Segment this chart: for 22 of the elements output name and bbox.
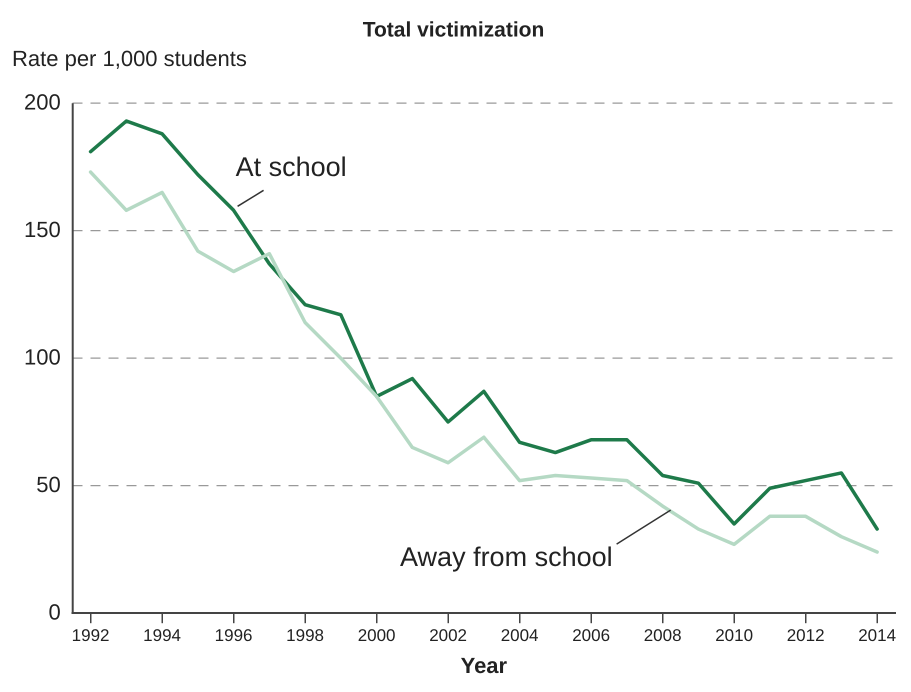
x-tick-label: 2006 bbox=[572, 626, 610, 646]
x-tick-label: 2004 bbox=[500, 626, 539, 646]
x-tick-label: 2014 bbox=[858, 626, 896, 646]
x-tick-label: 1996 bbox=[214, 626, 253, 646]
series-label: At school bbox=[236, 151, 347, 184]
y-tick-label: 200 bbox=[24, 89, 61, 114]
y-tick-label: 100 bbox=[24, 344, 61, 370]
x-tick-label: 2008 bbox=[644, 626, 682, 646]
x-tick-label: 1992 bbox=[72, 626, 110, 646]
text: Away from school bbox=[400, 541, 613, 574]
y-axis-title: Rate per 1,000 students bbox=[12, 46, 247, 72]
x-tick-label: 1998 bbox=[286, 626, 324, 646]
y-tick-label: 150 bbox=[24, 216, 61, 242]
y-tick-label: 50 bbox=[36, 472, 61, 497]
x-tick-label: 2000 bbox=[358, 626, 396, 646]
chart-title: Total victimization bbox=[362, 18, 544, 42]
x-tick-label: 2010 bbox=[715, 626, 754, 646]
x-tick-label: 1994 bbox=[143, 626, 181, 646]
x-axis-title: Year bbox=[460, 652, 508, 678]
y-tick-label: 0 bbox=[48, 599, 61, 624]
x-tick-label: 2012 bbox=[786, 626, 825, 646]
x-tick-label: 2002 bbox=[429, 626, 468, 646]
